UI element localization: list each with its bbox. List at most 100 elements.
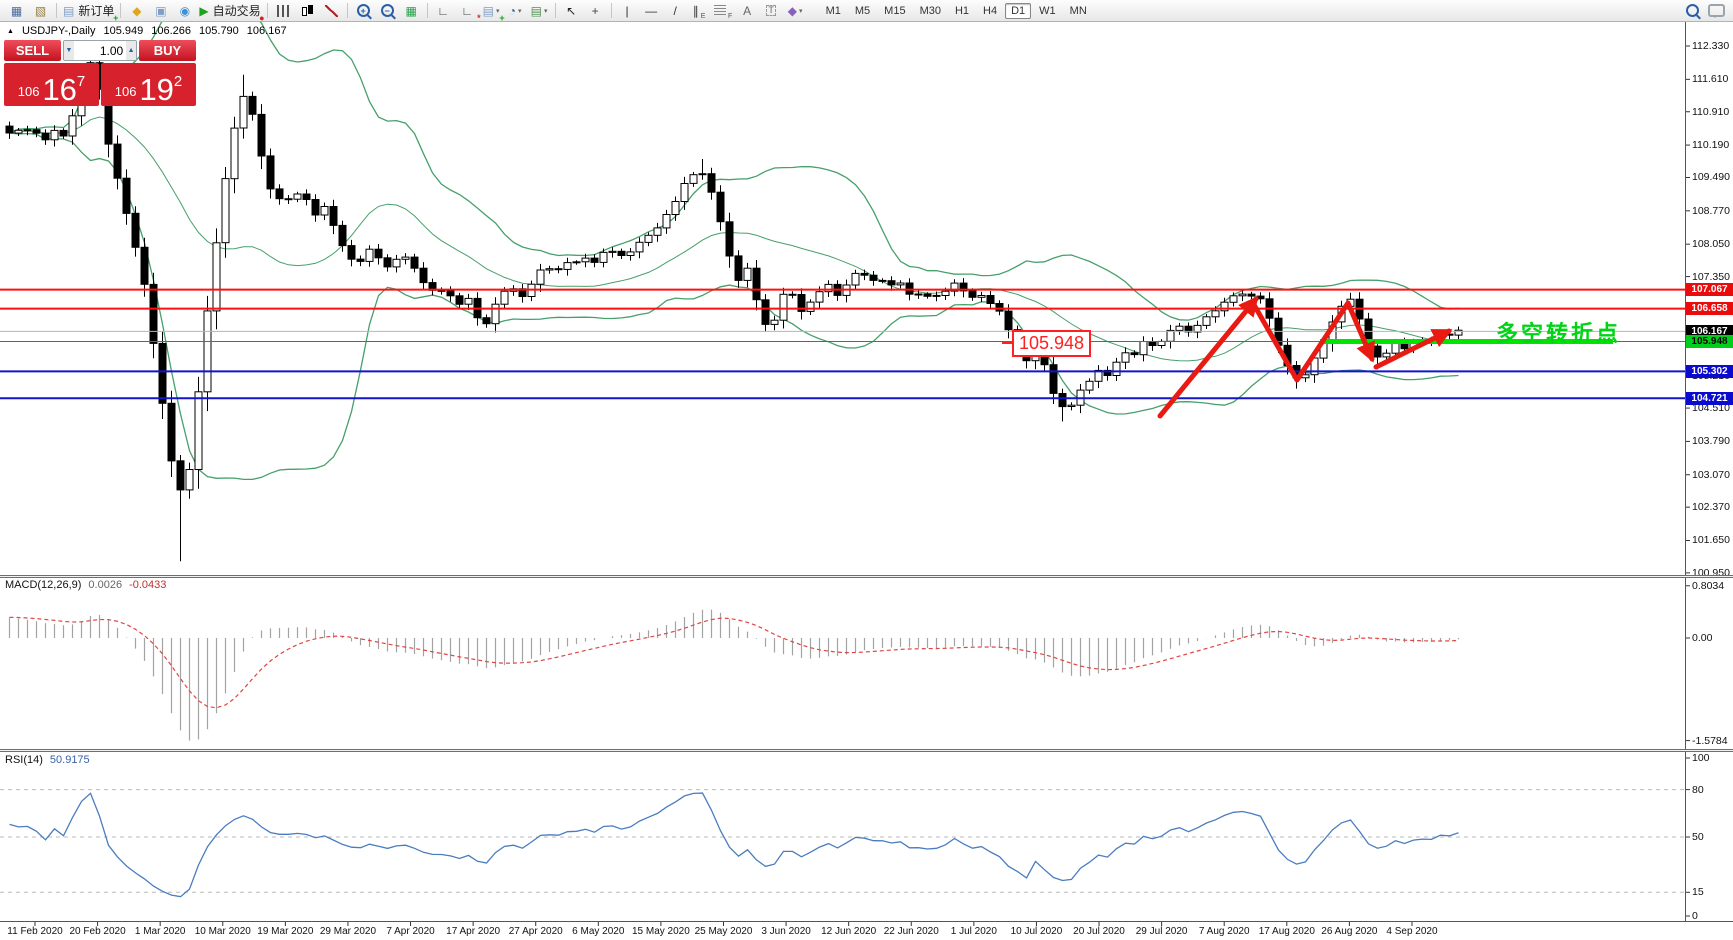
timeframe-w1[interactable]: W1: [1039, 4, 1056, 17]
date-label: 1 Mar 2020: [134, 926, 186, 937]
arrows-icon-dropdown-arrow: ▾: [798, 7, 803, 15]
crosshair-icon-button[interactable]: +: [584, 2, 607, 20]
text-label-icon-button[interactable]: T: [760, 2, 783, 20]
collapse-icon[interactable]: ▲: [7, 27, 14, 35]
add-indicator-icon-dropdown-arrow: ▾: [496, 7, 500, 15]
date-label: 26 Aug 2020: [1321, 926, 1378, 937]
macd-axis-label: 0.8034: [1692, 579, 1725, 592]
date-label: 15 May 2020: [631, 926, 690, 937]
metaeditor-icon-button[interactable]: ▣: [149, 2, 172, 20]
tile-windows-icon: ▦: [405, 3, 417, 18]
line-chart-icon-button[interactable]: [320, 2, 343, 20]
date-axis-border: [0, 921, 1733, 922]
autotrading-icon: ▶: [199, 3, 209, 18]
zoom-out-icon-button[interactable]: −: [376, 2, 399, 20]
equidistant-channel-icon-button[interactable]: ∥ E: [688, 2, 711, 20]
templates-icon-button[interactable]: ▤ ▾: [528, 2, 551, 20]
sell-button[interactable]: SELL: [4, 40, 61, 61]
candlestick-chart-icon-button[interactable]: [296, 2, 319, 20]
turning-point-annotation[interactable]: 多空转折点: [1496, 321, 1622, 346]
timeframe-m5[interactable]: M5: [854, 4, 871, 17]
date-label: 7 Apr 2020: [386, 926, 435, 937]
arrows-icon-button[interactable]: ◆ ▾: [784, 2, 807, 20]
price-tag-106.658: 106.658: [1686, 302, 1733, 316]
vertical-line-icon-button[interactable]: |: [616, 2, 639, 20]
text-icon-button[interactable]: A: [736, 2, 759, 20]
timeframe-m15[interactable]: M15: [884, 4, 906, 17]
signals-icon: ◉: [179, 3, 191, 18]
volume-stepper: ▼ ▲: [63, 40, 137, 61]
charts-grid-icon-button[interactable]: ▦: [5, 2, 28, 20]
buy-price-display[interactable]: 106 19 2: [101, 63, 196, 106]
price-tick-label: 108.770: [1692, 204, 1730, 217]
toolbar-separator: [266, 3, 268, 18]
fibonacci-icon-button[interactable]: F: [712, 2, 735, 20]
toolbar-separator: [426, 3, 428, 18]
sell-price-display[interactable]: 106 16 7: [4, 63, 99, 106]
level-lines: [0, 288, 1685, 400]
ohlc-open: 105.949: [103, 25, 144, 37]
timeframe-m30[interactable]: M30: [919, 4, 941, 17]
add-indicator-icon-badge: +: [499, 12, 505, 23]
macd-panel-splitter[interactable]: [0, 575, 1733, 578]
rsi-panel-splitter[interactable]: [0, 749, 1733, 752]
zoom-in-icon-button[interactable]: +: [352, 2, 375, 20]
new-order-icon-badge: +: [113, 12, 119, 23]
trendline-icon: /: [673, 3, 677, 18]
horizontal-line-icon-button[interactable]: —: [640, 2, 663, 20]
indicator-list-icon-button[interactable]: ∟ *: [456, 2, 480, 23]
signals-icon-button[interactable]: ◉: [173, 2, 196, 20]
autotrading-icon-button[interactable]: ▶ ● 自动交易: [197, 2, 265, 23]
trendline-icon-button[interactable]: /: [664, 2, 687, 20]
toolbar-separator: [56, 3, 57, 18]
autotrading-icon-badge: ●: [259, 12, 265, 23]
price-tick-label: 102.370: [1692, 501, 1730, 514]
volume-input[interactable]: [73, 41, 127, 60]
price-callout-label[interactable]: 105.948: [1001, 330, 1092, 357]
periods-icon-button[interactable]: ◔ ▾: [504, 2, 527, 20]
sell-price-point: 7: [76, 73, 86, 90]
date-label: 19 Mar 2020: [257, 926, 314, 937]
profiles-icon-button[interactable]: ▧: [29, 2, 52, 20]
buy-button[interactable]: BUY: [139, 40, 196, 61]
templates-icon: ▤: [530, 3, 543, 18]
periods-icon-dropdown-arrow: ▾: [517, 7, 522, 15]
horizontal-line-icon: —: [645, 3, 658, 18]
date-label: 29 Jul 2020: [1135, 926, 1188, 937]
date-label: 29 Mar 2020: [319, 926, 377, 937]
date-label: 22 Jun 2020: [883, 926, 939, 937]
charts-grid-icon: ▦: [10, 3, 23, 18]
styler-icon-button[interactable]: ◆: [125, 2, 148, 20]
add-indicator-icon-button[interactable]: ▤ + ▾: [480, 2, 505, 23]
indicator-window-icon-button[interactable]: ∟: [432, 2, 455, 20]
timeframe-d1[interactable]: D1: [1005, 2, 1032, 19]
volume-decrease-button[interactable]: ▼: [64, 41, 74, 60]
styler-icon: ◆: [132, 3, 142, 18]
zoom-out-icon: −: [380, 4, 394, 17]
new-order-label: 新订单: [78, 4, 115, 18]
ohlc-close: 106.167: [246, 25, 287, 37]
date-label: 7 Aug 2020: [1198, 926, 1250, 937]
rsi-axis-label: 80: [1692, 783, 1704, 796]
chat-icon-button[interactable]: [1705, 2, 1728, 20]
timeframe-mn[interactable]: MN: [1069, 4, 1087, 17]
cursor-icon-button[interactable]: ↖: [560, 2, 583, 20]
price-tick-label: 101.650: [1692, 534, 1730, 547]
timeframe-m1[interactable]: M1: [825, 4, 841, 17]
buy-price-figure: 106: [114, 84, 137, 99]
timeframe-h4[interactable]: H4: [983, 4, 998, 17]
search-icon-button[interactable]: [1681, 2, 1704, 20]
macd-signal-line: [9, 616, 1459, 709]
macd-main-value: 0.0026: [88, 579, 123, 591]
price-tag-107.067: 107.067: [1686, 283, 1733, 297]
bar-chart-icon-button[interactable]: [272, 2, 295, 20]
volume-increase-button[interactable]: ▲: [126, 41, 136, 60]
date-label: 1 Jul 2020: [950, 926, 997, 937]
text-icon: A: [743, 3, 752, 18]
timeframe-h1[interactable]: H1: [954, 4, 970, 17]
tile-windows-icon-button[interactable]: ▦: [400, 2, 423, 20]
rsi-axis-label: 15: [1692, 886, 1704, 899]
new-order-icon-button[interactable]: ▤ + 新订单: [61, 2, 119, 23]
date-label: 10 Mar 2020: [194, 926, 251, 937]
